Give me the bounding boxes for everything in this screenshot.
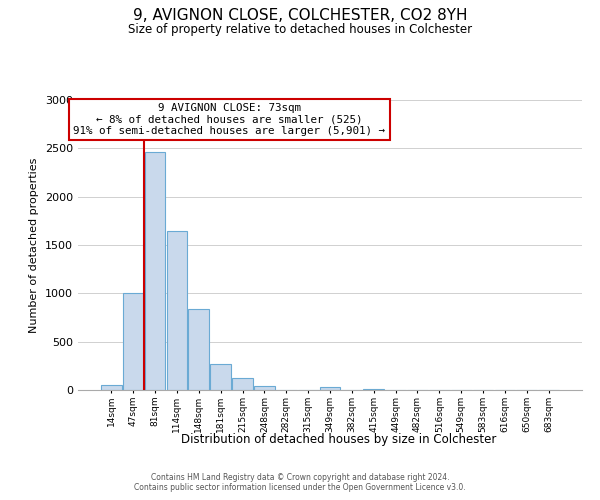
Bar	[210, 364, 231, 390]
Text: 9 AVIGNON CLOSE: 73sqm
← 8% of detached houses are smaller (525)
91% of semi-det: 9 AVIGNON CLOSE: 73sqm ← 8% of detached …	[73, 103, 385, 136]
Text: 9, AVIGNON CLOSE, COLCHESTER, CO2 8YH: 9, AVIGNON CLOSE, COLCHESTER, CO2 8YH	[133, 8, 467, 22]
Text: Contains HM Land Registry data © Crown copyright and database right 2024.
Contai: Contains HM Land Registry data © Crown c…	[134, 473, 466, 492]
Bar	[123, 294, 143, 390]
Bar	[145, 152, 166, 390]
Bar	[232, 378, 253, 390]
Y-axis label: Number of detached properties: Number of detached properties	[29, 158, 40, 332]
Bar	[167, 230, 187, 390]
Bar	[364, 388, 384, 390]
Text: Size of property relative to detached houses in Colchester: Size of property relative to detached ho…	[128, 22, 472, 36]
Text: Distribution of detached houses by size in Colchester: Distribution of detached houses by size …	[181, 432, 497, 446]
Bar	[254, 386, 275, 390]
Bar	[320, 386, 340, 390]
Bar	[101, 384, 122, 390]
Bar	[188, 309, 209, 390]
